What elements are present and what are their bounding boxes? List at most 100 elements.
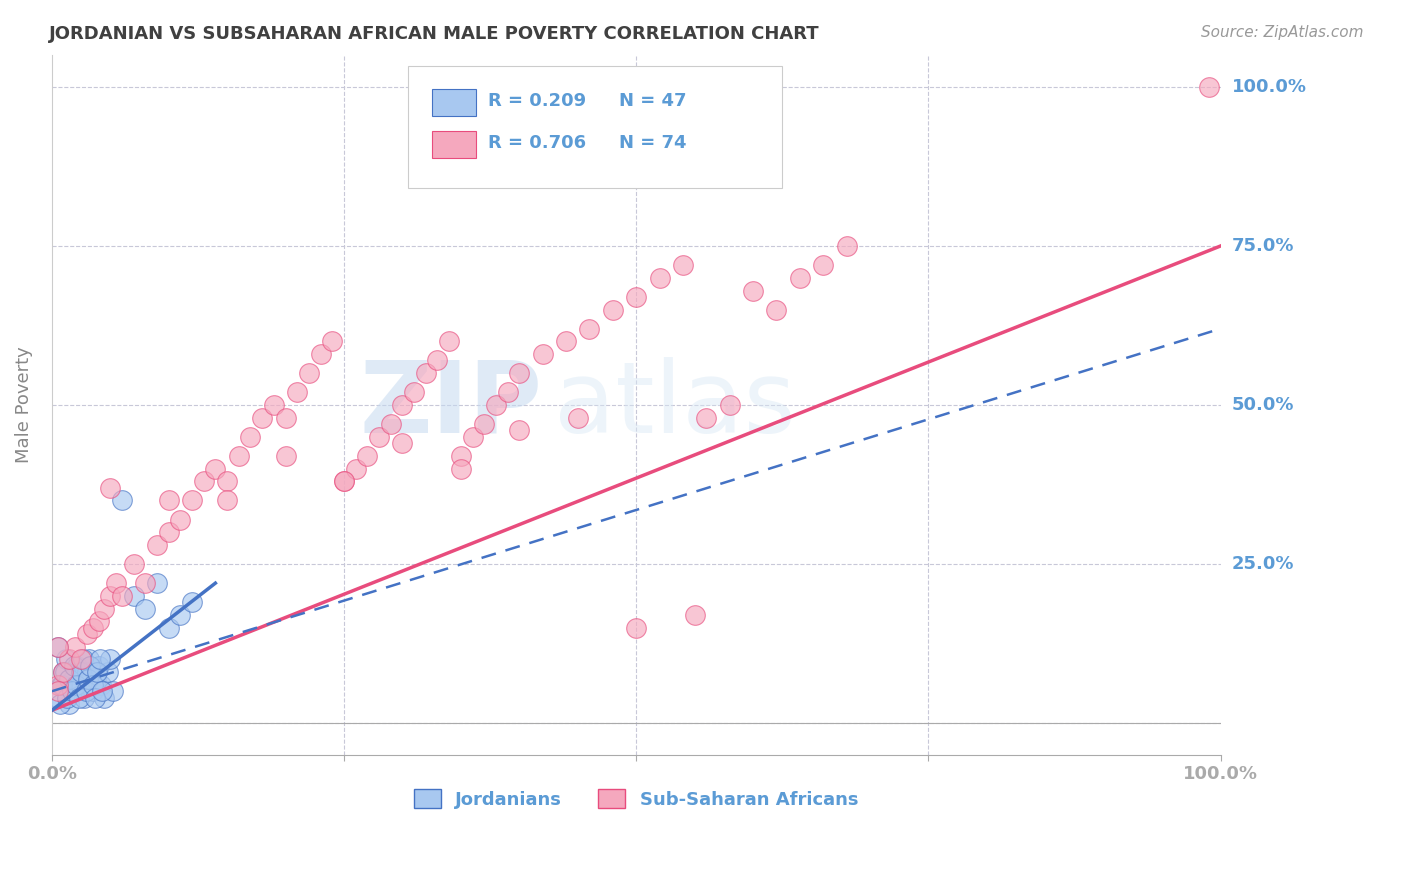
Point (250, 410, 273, 425)
Text: N = 47: N = 47 (619, 92, 686, 110)
Point (62, 672, 84, 686)
Point (450, 449, 472, 463)
Point (49, 678, 72, 692)
Point (63, 658, 86, 673)
Point (58, 672, 80, 686)
Point (285, 385, 308, 400)
Y-axis label: Male Poverty: Male Poverty (15, 347, 32, 464)
Point (105, 576, 128, 591)
Point (55, 652, 77, 666)
Point (263, 398, 285, 412)
Point (496, 385, 519, 400)
Point (111, 493, 134, 508)
Point (157, 525, 180, 540)
Point (84, 690, 107, 705)
Point (66, 658, 89, 673)
Point (46, 640, 69, 654)
Point (193, 475, 215, 489)
Point (169, 607, 191, 622)
Text: 50.0%: 50.0% (1232, 396, 1294, 414)
Text: ZIP: ZIP (360, 357, 543, 453)
Point (239, 430, 262, 444)
Point (508, 424, 530, 438)
Point (228, 449, 250, 463)
Point (134, 576, 156, 591)
Point (450, 461, 472, 475)
Point (742, 284, 765, 298)
Point (73, 690, 96, 705)
Text: 75.0%: 75.0% (1232, 237, 1294, 255)
Point (97, 665, 120, 680)
Point (75, 684, 97, 698)
Point (181, 493, 204, 508)
Point (508, 366, 530, 380)
Point (555, 334, 578, 349)
Point (274, 410, 297, 425)
Point (215, 475, 238, 489)
Point (98, 481, 121, 495)
Point (215, 493, 238, 508)
Point (695, 410, 717, 425)
Point (86, 665, 108, 680)
Point (578, 321, 600, 335)
Point (51, 678, 73, 692)
Point (624, 290, 647, 304)
Point (472, 417, 495, 431)
Point (461, 430, 484, 444)
Point (58, 652, 80, 666)
Text: atlas: atlas (554, 357, 796, 453)
Point (90, 678, 112, 692)
Text: N = 74: N = 74 (619, 134, 686, 152)
Text: 100.0%: 100.0% (1232, 78, 1306, 96)
Point (835, 239, 858, 253)
Point (87, 615, 110, 629)
Point (76, 627, 98, 641)
Point (146, 538, 169, 552)
Point (65, 678, 87, 692)
Point (70, 678, 93, 692)
Text: JORDANIAN VS SUBSAHARAN AFRICAN MALE POVERTY CORRELATION CHART: JORDANIAN VS SUBSAHARAN AFRICAN MALE POV… (49, 25, 820, 43)
Point (98, 589, 121, 603)
Point (52, 665, 75, 680)
Point (122, 589, 145, 603)
Point (1198, 79, 1220, 94)
Point (391, 436, 413, 450)
Point (63, 640, 86, 654)
Point (426, 353, 449, 368)
Point (46, 690, 69, 705)
Point (84, 672, 107, 686)
Bar (432, 89, 477, 116)
Point (82, 621, 104, 635)
Point (91, 684, 114, 698)
Point (811, 258, 834, 272)
Point (485, 398, 508, 412)
Point (624, 621, 647, 635)
Point (58, 697, 80, 711)
Point (380, 417, 402, 431)
Bar (432, 131, 477, 158)
Point (72, 652, 94, 666)
Point (101, 684, 124, 698)
Point (79, 658, 101, 673)
Text: R = 0.706: R = 0.706 (488, 134, 586, 152)
Point (602, 302, 624, 317)
Point (87, 658, 110, 673)
Point (531, 347, 554, 361)
Point (76, 665, 98, 680)
Point (46, 678, 69, 692)
Point (70, 652, 93, 666)
Point (63, 684, 86, 698)
Point (67, 690, 90, 705)
Point (77, 672, 100, 686)
Point (567, 410, 589, 425)
Point (146, 576, 169, 591)
Text: Source: ZipAtlas.com: Source: ZipAtlas.com (1201, 25, 1364, 40)
Point (70, 665, 93, 680)
Point (89, 652, 111, 666)
Point (368, 430, 391, 444)
Point (60, 684, 83, 698)
Point (356, 449, 378, 463)
Point (181, 595, 204, 609)
Point (49, 697, 72, 711)
Text: 25.0%: 25.0% (1232, 555, 1294, 573)
